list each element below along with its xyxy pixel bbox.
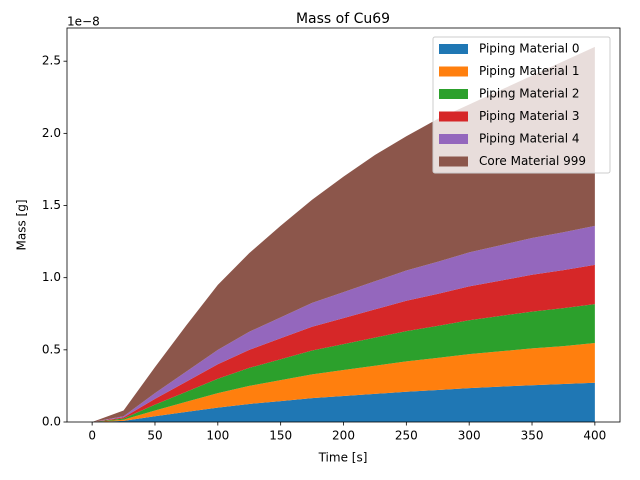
legend-swatch (439, 44, 468, 54)
legend-swatch (439, 134, 468, 144)
x-tick-label: 50 (147, 429, 162, 443)
legend-swatch (439, 156, 468, 167)
legend-label: Piping Material 0 (479, 42, 580, 56)
x-tick-label: 150 (269, 429, 292, 443)
legend-box (432, 36, 611, 174)
x-tick-label: 0 (88, 429, 96, 443)
x-tick-label: 400 (583, 429, 606, 443)
y-tick-label: 2.5 (42, 54, 61, 68)
legend-swatch (439, 66, 468, 77)
legend-label: Piping Material 4 (479, 132, 580, 146)
y-tick-label: 1.0 (42, 270, 61, 284)
x-tick-label: 350 (521, 429, 544, 443)
area (92, 264, 595, 422)
chart-title: Mass of Cu69 (296, 11, 390, 27)
y-axis-label: Mass [g] (15, 199, 29, 250)
x-axis-label: Time [s] (318, 451, 368, 465)
x-tick-label: 250 (395, 429, 418, 443)
x-tick-label: 100 (206, 429, 229, 443)
y-tick-label: 1.5 (42, 198, 61, 212)
legend-swatch (439, 111, 468, 122)
y-offset-label: 1e−8 (67, 15, 100, 29)
y-tick-label: 0.5 (42, 342, 61, 356)
area (92, 382, 595, 422)
y-tick-label: 0.0 (42, 415, 61, 429)
legend: Piping Material 0 Piping Material 1 Piping… (432, 36, 611, 174)
area (92, 225, 595, 422)
legend-label: Piping Material 2 (479, 87, 580, 101)
legend-label: Piping Material 3 (479, 109, 580, 123)
x-tick-label: 200 (332, 429, 355, 443)
area (92, 304, 595, 422)
y-tick-label: 2.0 (42, 126, 61, 140)
area (92, 343, 595, 422)
x-tick-label: 300 (458, 429, 481, 443)
legend-label: Core Material 999 (479, 154, 586, 168)
legend-swatch (439, 89, 468, 99)
legend-label: Piping Material 1 (479, 64, 580, 78)
